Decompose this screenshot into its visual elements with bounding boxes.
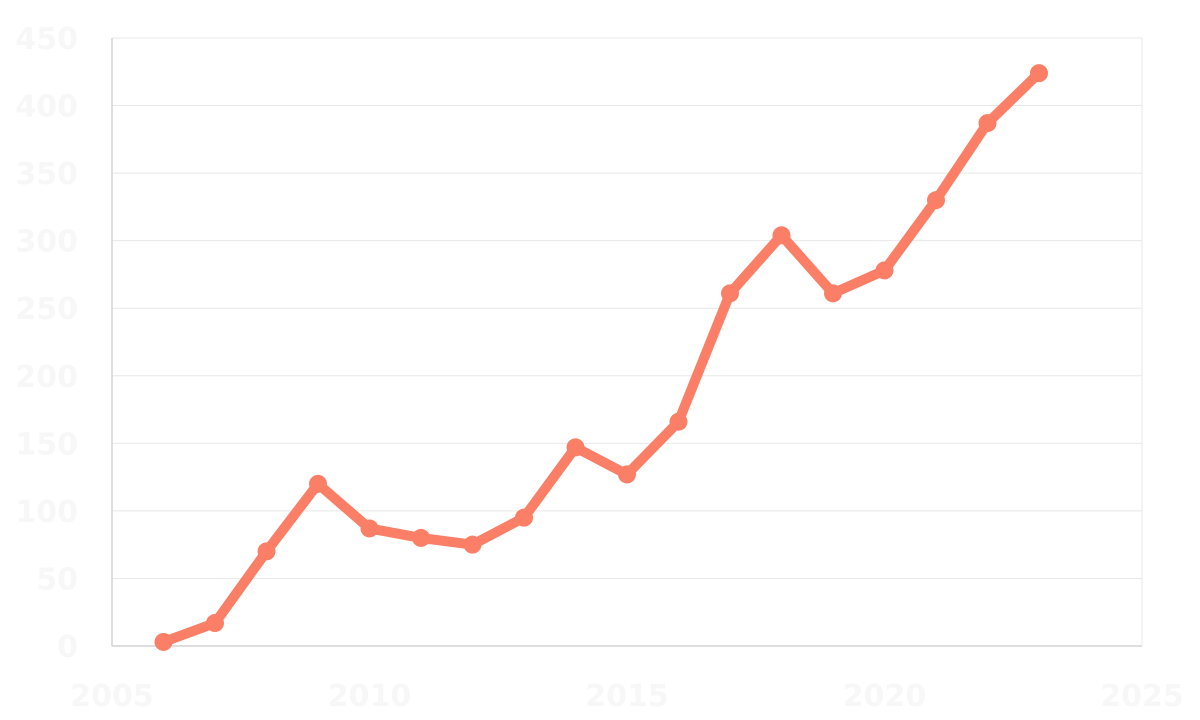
- x-tick-labels: 2005 2010 2015 2020 2025: [70, 679, 1184, 714]
- series: [154, 64, 1048, 651]
- data-point-2020: [875, 261, 894, 280]
- y-tick-label: 300: [15, 225, 78, 260]
- data-point-2006: [154, 632, 173, 651]
- y-tick-label: 100: [15, 495, 78, 530]
- data-point-2021: [927, 191, 945, 210]
- data-point-2007: [206, 614, 224, 633]
- y-tick-label: 50: [36, 562, 78, 597]
- data-point-2014: [566, 438, 585, 457]
- y-tick-label: 450: [15, 22, 78, 57]
- data-point-2019: [824, 284, 842, 303]
- data-point-2011: [412, 528, 430, 547]
- x-tick-label: 2025: [1100, 679, 1184, 714]
- data-point-2022: [978, 114, 997, 133]
- data-point-2012: [463, 535, 482, 554]
- data-point-2017: [721, 284, 739, 303]
- x-tick-label: 2020: [843, 679, 927, 714]
- y-tick-labels: 0 50 100 150 200 250 300 350 400 450: [15, 22, 78, 665]
- grid-lines: [112, 37, 1142, 647]
- data-point-2018: [772, 226, 791, 245]
- data-point-2015: [618, 465, 636, 484]
- y-tick-label: 400: [15, 90, 78, 125]
- y-tick-label: 250: [15, 292, 78, 327]
- data-point-2013: [515, 508, 533, 527]
- y-tick-label: 350: [15, 157, 78, 192]
- x-tick-label: 2005: [70, 679, 154, 714]
- data-point-2010: [360, 519, 379, 538]
- series-line-0: [158, 68, 1044, 647]
- data-point-2016: [669, 412, 688, 431]
- y-tick-label: 200: [15, 360, 78, 395]
- y-tick-label: 0: [57, 630, 78, 665]
- data-point-2008: [257, 542, 276, 561]
- data-point-2009: [309, 474, 327, 493]
- x-tick-label: 2010: [328, 679, 412, 714]
- x-tick-label: 2015: [585, 679, 669, 714]
- y-tick-label: 150: [15, 427, 78, 462]
- data-point-2023: [1030, 64, 1048, 83]
- axes: [111, 38, 1143, 647]
